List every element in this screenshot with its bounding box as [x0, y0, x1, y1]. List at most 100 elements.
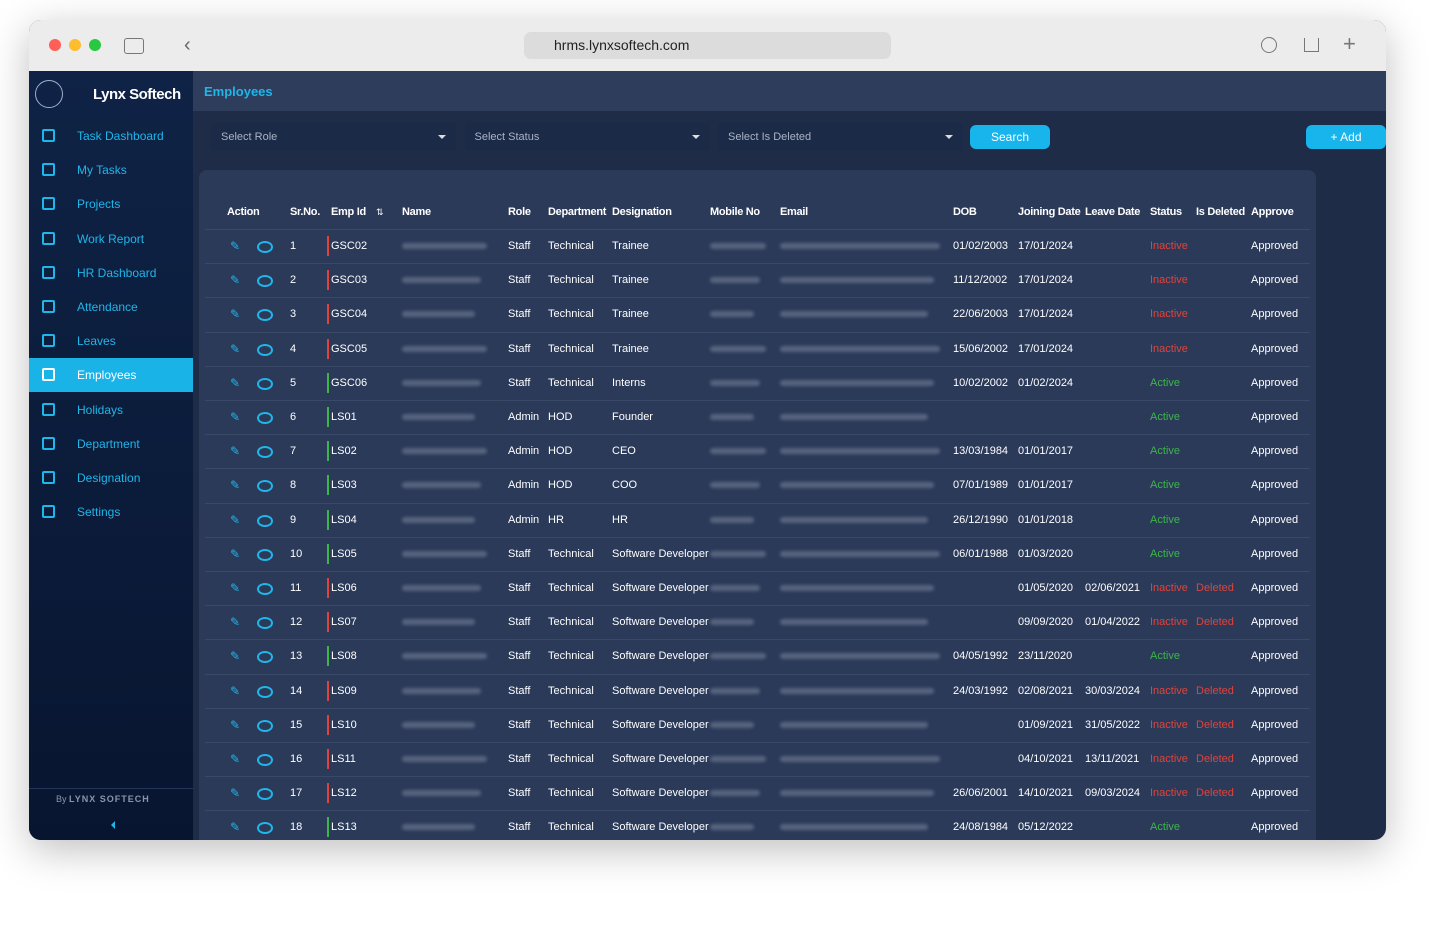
select[interactable]: Select Status — [464, 123, 710, 151]
view-icon[interactable] — [257, 275, 273, 288]
cell: GSC03 — [331, 274, 368, 287]
view-icon[interactable] — [257, 412, 273, 424]
menu-label: Designation — [77, 471, 141, 485]
redacted — [710, 550, 766, 557]
cell: Approved — [1251, 718, 1299, 731]
edit-icon[interactable]: ✎ — [230, 444, 241, 459]
edit-icon[interactable]: ✎ — [230, 512, 241, 527]
select[interactable]: Select Is Deleted — [718, 123, 963, 151]
collapse[interactable] — [107, 821, 115, 829]
column-header: Leave Date — [1085, 206, 1141, 218]
view-icon[interactable] — [257, 480, 273, 493]
cell: Staff — [508, 547, 531, 560]
share[interactable] — [1304, 38, 1319, 52]
menu-label: Employees — [77, 368, 137, 383]
cell: Technical — [548, 240, 594, 252]
view-icon[interactable] — [257, 617, 273, 630]
edit-icon[interactable]: ✎ — [230, 546, 241, 561]
menu-item[interactable]: Designation — [29, 461, 193, 495]
downloads[interactable] — [1261, 37, 1277, 53]
redacted — [710, 687, 760, 694]
menu-item[interactable]: Work Report — [29, 222, 193, 256]
menu-item[interactable]: Task Dashboard — [29, 119, 193, 153]
page-title: Employees — [204, 84, 273, 99]
edit-icon[interactable]: ✎ — [230, 786, 241, 801]
row-separator — [205, 776, 1310, 778]
menu-label: Task Dashboard — [77, 129, 164, 143]
redacted — [402, 448, 487, 455]
edit-icon[interactable]: ✎ — [230, 410, 241, 424]
cell: Technical — [548, 718, 594, 731]
menu-item[interactable]: Projects — [29, 187, 193, 221]
edit-icon[interactable]: ✎ — [230, 375, 241, 390]
menu-item[interactable]: Leaves — [29, 324, 193, 358]
view-icon[interactable] — [257, 685, 273, 698]
view-icon[interactable] — [257, 446, 273, 459]
view-icon[interactable] — [257, 343, 273, 356]
cell: Active — [1150, 821, 1180, 834]
cell: 12 — [290, 616, 303, 629]
cell: Inactive — [1150, 753, 1188, 765]
view-icon[interactable] — [257, 583, 273, 595]
cell: 26/12/1990 — [953, 513, 1009, 526]
edit-icon[interactable]: ✎ — [230, 307, 241, 322]
edit-icon[interactable]: ✎ — [230, 752, 241, 766]
add-button[interactable]: + Add — [1306, 125, 1386, 149]
edit-icon[interactable]: ✎ — [230, 615, 241, 630]
view-icon[interactable] — [257, 241, 273, 253]
new-tab[interactable]: + — [1343, 31, 1356, 56]
row-separator — [205, 571, 1310, 572]
menu-item[interactable]: Department — [29, 427, 193, 461]
cell: Approved — [1251, 650, 1299, 663]
view-icon[interactable] — [257, 309, 273, 322]
sort-icon[interactable]: ⇅ — [376, 207, 384, 217]
edit-icon[interactable]: ✎ — [230, 683, 241, 698]
status-marker — [327, 714, 329, 735]
view-icon[interactable] — [257, 548, 273, 561]
row-separator — [205, 536, 1310, 538]
edit-icon[interactable]: ✎ — [230, 239, 241, 253]
view-icon[interactable] — [257, 719, 273, 732]
view-icon[interactable] — [257, 377, 273, 390]
search-button[interactable]: Search — [970, 125, 1050, 149]
menu-icon — [42, 436, 55, 450]
edit-icon[interactable]: ✎ — [230, 581, 241, 595]
redacted — [402, 311, 475, 318]
view-icon[interactable] — [257, 788, 273, 801]
cell: 3 — [290, 308, 297, 321]
cell: Staff — [508, 821, 531, 834]
menu-item[interactable]: Employees — [29, 358, 193, 393]
menu-item[interactable]: Attendance — [29, 290, 193, 324]
zoom[interactable] — [89, 39, 101, 51]
cell: Inactive — [1150, 616, 1188, 629]
edit-icon[interactable]: ✎ — [230, 341, 241, 356]
select[interactable]: Select Role — [211, 123, 456, 151]
sidebar-toggle[interactable] — [124, 38, 144, 54]
menu-item[interactable]: Holidays — [29, 393, 193, 427]
view-icon[interactable] — [257, 651, 273, 664]
cell: Staff — [508, 616, 531, 629]
edit-icon[interactable]: ✎ — [230, 649, 241, 664]
menu-icon — [42, 334, 55, 348]
close[interactable] — [49, 39, 61, 51]
view-icon[interactable] — [257, 514, 273, 527]
edit-icon[interactable]: ✎ — [230, 820, 241, 835]
cell: 07/01/1989 — [953, 479, 1009, 492]
edit-icon[interactable]: ✎ — [230, 478, 241, 493]
menu-item[interactable]: HR Dashboard — [29, 256, 193, 290]
view-icon[interactable] — [257, 754, 273, 766]
minimize[interactable] — [69, 39, 81, 51]
cell: Staff — [508, 274, 531, 287]
address-bar[interactable]: hrms.lynxsoftech.com — [524, 32, 891, 59]
edit-icon[interactable]: ✎ — [230, 717, 241, 732]
cell: Active — [1150, 547, 1180, 560]
edit-icon[interactable]: ✎ — [230, 273, 241, 288]
menu-item[interactable]: Settings — [29, 495, 193, 529]
view-icon[interactable] — [257, 822, 273, 835]
status-marker — [327, 578, 329, 598]
menu-item[interactable]: My Tasks — [29, 153, 193, 187]
back[interactable]: ‹ — [184, 34, 191, 56]
column-header: Role — [508, 206, 531, 218]
status-marker — [327, 236, 329, 256]
redacted — [402, 721, 475, 728]
